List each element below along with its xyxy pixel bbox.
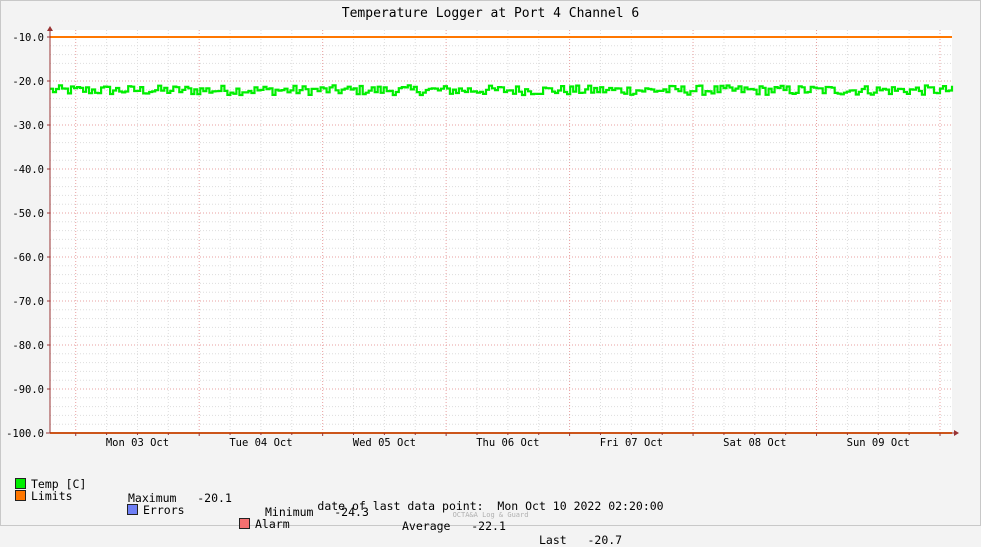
last-data-point: date of last data point: Mon Oct 10 2022… <box>0 499 981 513</box>
chart-canvas: -10.0 -20.0 -30.0 -40.0 -50.0 -60.0 -70.0 -80.0… <box>6 26 959 449</box>
stat-minimum-label: Minimum <box>265 505 314 519</box>
temp-line <box>50 84 954 97</box>
stat-minimum-value: -24.3 <box>334 505 369 519</box>
x-axis-arrow <box>954 430 959 436</box>
legend-errors: Errors <box>127 503 185 517</box>
y-tick-label: -80.0 <box>12 340 44 352</box>
y-tick-label: -60.0 <box>12 252 44 264</box>
x-tick-label: Sun 09 Oct <box>847 437 910 449</box>
stat-average: Average -22.1 <box>402 519 506 533</box>
stat-last-value: -20.7 <box>587 533 623 547</box>
legend-limits: Limits <box>15 489 73 503</box>
stat-average-value: -22.1 <box>471 519 506 533</box>
last-data-point-value: Mon Oct 10 2022 02:20:00 <box>497 499 664 513</box>
stat-average-label: Average <box>402 519 451 533</box>
legend-alarm-swatch <box>239 518 250 529</box>
legend-limits-label: Limits <box>31 489 73 503</box>
x-tick-label: Fri 07 Oct <box>600 437 663 449</box>
chart-title: Temperature Logger at Port 4 Channel 6 <box>341 6 640 21</box>
legend-errors-label: Errors <box>143 503 185 517</box>
legend-temp-swatch <box>15 478 26 489</box>
stat-maximum-label: Maximum <box>128 491 177 505</box>
stat-last-label: Last <box>539 533 567 547</box>
y-tick-labels: -10.0 -20.0 -30.0 -40.0 -50.0 -60.0 -70.0 -80.0… <box>6 32 44 440</box>
stat-maximum: Maximum -20.1 <box>128 491 232 505</box>
grid <box>50 30 952 433</box>
plot-area <box>50 30 952 434</box>
temp-series <box>50 84 954 97</box>
y-tick-label: -70.0 <box>12 296 44 308</box>
stat-maximum-value: -20.1 <box>197 491 232 505</box>
x-tick-label: Tue 04 Oct <box>229 437 292 449</box>
legend-errors-swatch <box>127 504 138 515</box>
y-tick-label: -90.0 <box>12 384 44 396</box>
x-tick-label: Mon 03 Oct <box>106 437 169 449</box>
axes <box>46 26 959 436</box>
stat-minimum: Minimum -24.3 <box>265 505 369 519</box>
y-tick-label: -100.0 <box>6 428 44 440</box>
x-tick-label: Sat 08 Oct <box>723 437 786 449</box>
y-tick-label: -20.0 <box>12 76 44 88</box>
y-tick-label: -10.0 <box>12 32 44 44</box>
legend-limits-swatch <box>15 490 26 501</box>
watermark: OCTA&A Log & Guard <box>452 511 529 519</box>
legend-temp-label: Temp [C] <box>31 477 87 491</box>
y-tick-label: -30.0 <box>12 120 44 132</box>
y-axis-arrow <box>47 26 53 31</box>
stat-last: Last -20.7 <box>539 533 622 547</box>
y-tick-label: -40.0 <box>12 164 44 176</box>
legend-temp: Temp [C] <box>15 477 86 491</box>
y-tick-label: -50.0 <box>12 208 44 220</box>
last-data-point-label: date of last data point: <box>317 499 484 513</box>
legend-alarm-label: Alarm <box>255 517 290 531</box>
x-tick-label: Thu 06 Oct <box>476 437 539 449</box>
x-tick-label: Wed 05 Oct <box>353 437 416 449</box>
legend-alarm: Alarm <box>239 517 290 531</box>
x-tick-labels: Mon 03 Oct Tue 04 Oct Wed 05 Oct Thu 06 Oct… <box>106 437 910 449</box>
